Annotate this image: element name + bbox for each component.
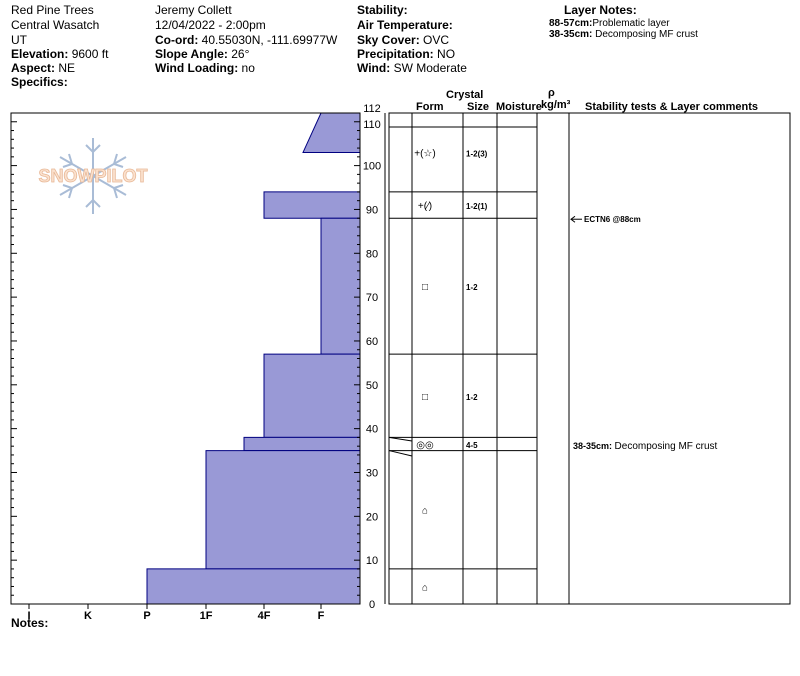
elevation: Elevation: 9600 ft <box>11 47 108 62</box>
x-tick-label: 4F <box>258 610 271 622</box>
stability-test-label: ECTN6 @88cm <box>584 215 641 224</box>
layer-comment-range: 38-35cm: <box>573 441 615 451</box>
form-column-header: Form <box>416 101 444 113</box>
layer-comment: 38-35cm: Decomposing MF crust <box>573 441 718 452</box>
x-tick-label: 1F <box>200 610 213 622</box>
elevation-value: 9600 ft <box>71 47 109 61</box>
slope-angle-value: 26° <box>231 47 250 61</box>
arrow-head-icon <box>570 215 576 223</box>
aspect: Aspect: NE <box>11 61 75 76</box>
crystal-form: ⌂ <box>422 582 428 593</box>
crystal-size: 4-5 <box>466 441 478 450</box>
y-tick-label: 100 <box>363 161 381 173</box>
stability-column-header: Stability tests & Layer comments <box>585 101 759 113</box>
aspect-value: NE <box>58 61 76 75</box>
layer-note-range: 88-57cm: <box>549 18 593 29</box>
observation-datetime: 12/04/2022 - 2:00pm <box>155 18 266 32</box>
coordinates-value: 40.55030N, -111.69977W <box>201 33 338 47</box>
crystal-size: 1-2 <box>466 283 478 292</box>
layer-table-frame <box>388 112 791 605</box>
hardness-bar <box>320 217 361 355</box>
wind-loading: Wind Loading: no <box>155 61 255 76</box>
y-tick-label: 60 <box>366 336 378 348</box>
y-tick-label: 50 <box>366 380 378 392</box>
layer-note-text: Problematic layer <box>592 18 670 29</box>
sky-cover-value: OVC <box>423 33 450 47</box>
sky-cover: Sky Cover: OVC <box>357 33 449 48</box>
hardness-bar <box>243 436 361 452</box>
crystal-form: □ <box>422 282 428 293</box>
wind-loading-value: no <box>241 61 255 75</box>
wind: Wind: SW Moderate <box>357 61 467 76</box>
y-tick-label: 110 <box>363 119 381 131</box>
sky-cover-label: Sky Cover: <box>357 33 420 47</box>
density-unit: kg/m³ <box>541 99 571 111</box>
layer-note-range: 38-35cm: <box>549 29 593 40</box>
air-temperature-label: Air Temperature: <box>357 18 453 32</box>
wind-value: SW Moderate <box>393 61 467 75</box>
moisture-column-header: Moisture <box>496 101 542 113</box>
air-temperature: Air Temperature: <box>357 18 453 33</box>
layer-note: 38-35cm: Decomposing MF crust <box>549 29 698 41</box>
hardness-bar <box>302 112 361 153</box>
x-tick-label: P <box>143 610 150 622</box>
notes-label: Notes: <box>11 616 49 630</box>
x-tick-label: K <box>84 610 92 622</box>
x-tick-label: I <box>27 610 30 622</box>
precipitation-value: NO <box>437 47 456 61</box>
y-tick-label: 70 <box>366 292 378 304</box>
y-tick-label: 40 <box>366 424 378 436</box>
crystal-size: 1-2 <box>466 393 478 402</box>
layer-connector <box>388 436 413 442</box>
crystal-form: +(⁄) <box>418 201 432 212</box>
slope-angle: Slope Angle: 26° <box>155 47 249 62</box>
crystal-size: 1-2(3) <box>466 149 488 158</box>
coordinates-label: Co-ord: <box>155 33 199 47</box>
precipitation: Precipitation: NO <box>357 47 455 62</box>
snowpilot-logo: SNOWPILOT <box>38 138 148 214</box>
stability: Stability: <box>357 3 408 18</box>
y-tick-label: 30 <box>366 467 378 479</box>
crystal-form: □ <box>422 392 428 403</box>
hardness-bar <box>205 450 361 570</box>
crystal-size: 1-2(1) <box>466 202 488 211</box>
layer-notes-title: Layer Notes: <box>564 3 637 17</box>
layer-note-text: Decomposing MF crust <box>595 29 698 40</box>
size-column-header: Size <box>467 101 490 113</box>
hardness-bar <box>263 353 361 438</box>
hardness-bar <box>146 568 361 605</box>
crystal-form: ⌂ <box>422 506 428 517</box>
layer-connector <box>388 450 413 457</box>
wind-loading-label: Wind Loading: <box>155 61 239 75</box>
y-tick-label: 10 <box>366 555 378 567</box>
slope-angle-label: Slope Angle: <box>155 47 228 61</box>
specifics-label: Specifics: <box>11 75 68 89</box>
aspect-label: Aspect: <box>11 61 56 75</box>
location-name: Red Pine Trees <box>11 3 94 17</box>
range-name: Central Wasatch <box>11 18 100 32</box>
crystal-form: +(☆) <box>414 148 435 159</box>
y-tick-label: 80 <box>366 248 378 260</box>
wind-label: Wind: <box>357 61 391 75</box>
y-tick-label: 0 <box>369 599 375 611</box>
state-name: UT <box>11 33 27 47</box>
elevation-label: Elevation: <box>11 47 69 61</box>
crystal-column-header: Crystal <box>446 89 484 101</box>
layer-note: 88-57cm:Problematic layer <box>549 18 670 30</box>
x-tick-label: F <box>318 610 325 622</box>
hardness-bar <box>263 191 361 219</box>
layer-comment-text: Decomposing MF crust <box>615 441 718 452</box>
crystal-form: ◎◎ <box>416 440 434 451</box>
density-symbol: ρ <box>548 87 555 99</box>
y-tick-label: 20 <box>366 511 378 523</box>
observer-name: Jeremy Collett <box>155 3 232 17</box>
y-tick-label: 112 <box>363 103 381 115</box>
snowpilot-logo-text: SNOWPILOT <box>39 166 148 186</box>
y-tick-label: 90 <box>366 204 378 216</box>
stability-label: Stability: <box>357 3 408 17</box>
precipitation-label: Precipitation: <box>357 47 434 61</box>
coordinates: Co-ord: 40.55030N, -111.69977W <box>155 33 337 48</box>
snowflake-icon <box>59 138 127 214</box>
